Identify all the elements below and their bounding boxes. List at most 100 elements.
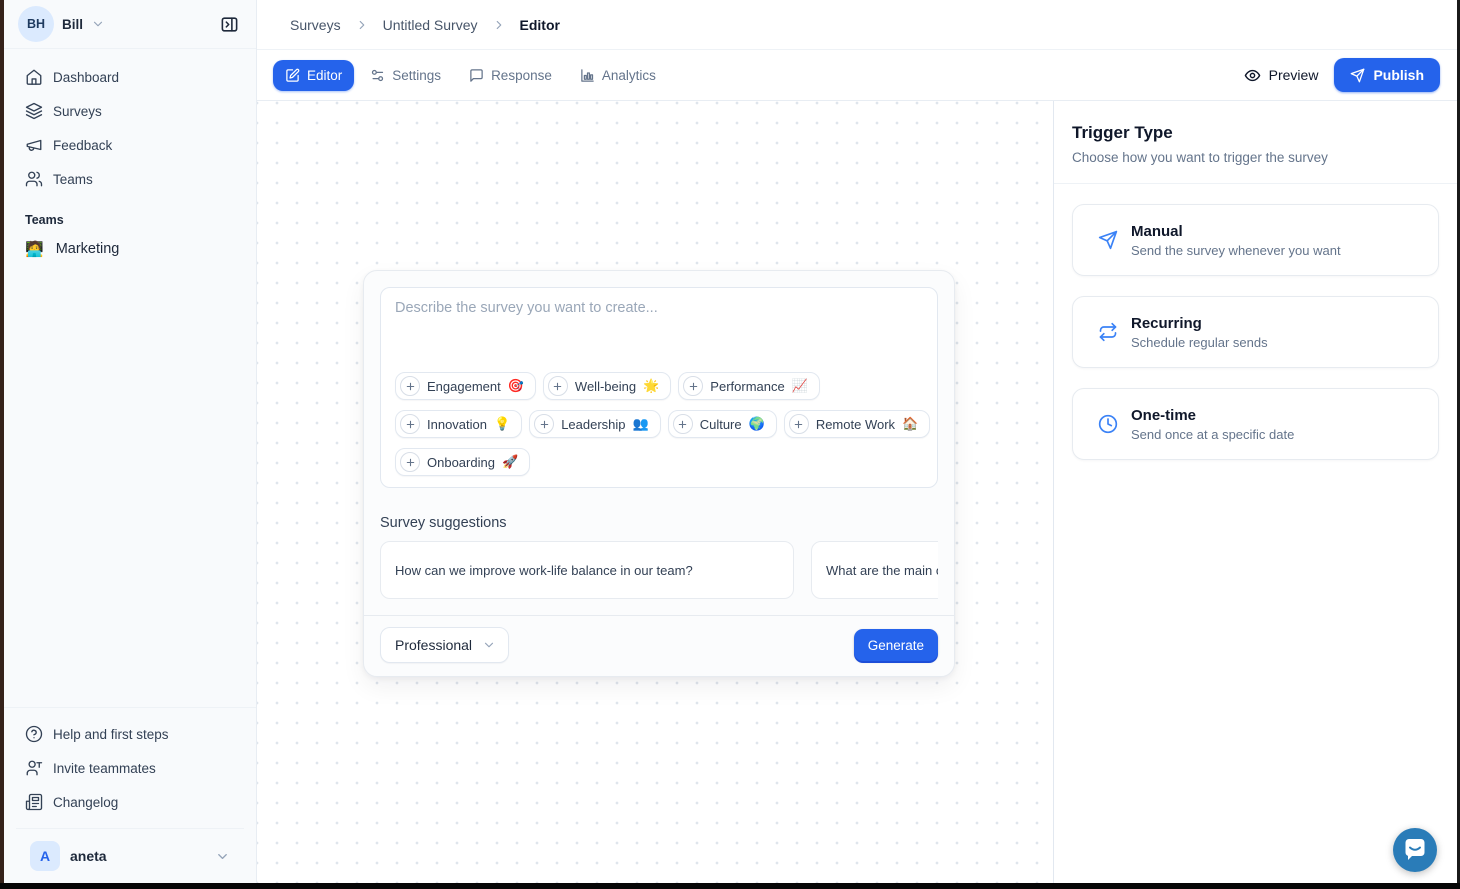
workspace-name: Bill [62,16,84,32]
publish-button[interactable]: Publish [1334,58,1440,92]
chip-label: Leadership [561,416,626,432]
sidebar-item-dashboard[interactable]: Dashboard [16,61,244,93]
bar-chart-icon [580,68,595,83]
tab-response[interactable]: Response [457,60,564,91]
tab-label: Editor [307,67,343,83]
teams-section-label: Teams [25,213,64,227]
panel-toggle-icon [220,15,239,34]
publish-label: Publish [1373,67,1424,83]
topic-chip-performance[interactable]: Performance 📈 [678,372,820,400]
clock-icon [1098,414,1118,434]
editor-canvas[interactable]: Engagement 🎯 Well-being 🌟 [257,101,1054,883]
suggestion-card[interactable]: What are the main ob [811,541,938,599]
user-menu[interactable]: A aneta [16,828,244,883]
chart-emoji-icon: 📈 [791,378,808,393]
topic-chip-culture[interactable]: Culture 🌍 [667,410,777,438]
sidebar-item-label: Dashboard [53,69,120,85]
plus-icon [400,452,420,472]
sidebar-item-teams[interactable]: Teams [16,163,244,195]
home-icon [25,68,43,86]
generate-button[interactable]: Generate [853,629,938,661]
trigger-option-one-time[interactable]: One-time Send once at a specific date [1072,388,1439,460]
repeat-icon [1098,322,1118,342]
sidebar-item-invite[interactable]: Invite teammates [16,752,244,784]
panel-title: Trigger Type [1072,123,1173,142]
preview-label: Preview [1268,67,1319,83]
preview-button[interactable]: Preview [1232,59,1331,92]
topic-chip-innovation[interactable]: Innovation 💡 [395,410,523,438]
plus-icon [788,414,809,434]
chip-label: Culture [699,416,742,432]
breadcrumb-survey-name[interactable]: Untitled Survey [382,16,478,33]
composer-footer: Professional Generate [364,615,954,676]
newspaper-icon [25,793,43,811]
survey-composer-card: Engagement 🎯 Well-being 🌟 [363,270,955,677]
trigger-option-title: Manual [1131,222,1183,240]
window-edge-right [1457,0,1460,889]
tab-editor[interactable]: Editor [273,59,355,91]
topic-chips: Engagement 🎯 Well-being 🌟 [395,372,931,476]
tab-label: Response [491,67,552,83]
chevron-right-icon [492,18,506,32]
chevron-down-icon [482,638,496,652]
chip-label: Engagement [427,378,501,394]
user-plus-icon [25,759,43,777]
sliders-icon [370,68,385,83]
workspace-avatar: BH [18,6,54,42]
sidebar-item-changelog[interactable]: Changelog [16,786,244,818]
topic-chip-engagement[interactable]: Engagement 🎯 [395,372,536,400]
editor-toolbar: Editor Settings Response Analytics [257,50,1457,101]
send-icon [1098,230,1118,250]
bulb-emoji-icon: 💡 [494,416,511,431]
breadcrumb-surveys[interactable]: Surveys [290,16,341,33]
survey-description-input[interactable] [395,300,923,372]
sidebar-item-label: Invite teammates [53,760,156,776]
message-icon [469,68,484,83]
tab-analytics[interactable]: Analytics [568,60,668,91]
sidebar-item-team-marketing[interactable]: 🧑‍💻 Marketing [4,233,256,265]
topic-chip-leadership[interactable]: Leadership 👥 [529,410,661,438]
chip-label: Remote Work [815,416,896,432]
sidebar-item-help[interactable]: Help and first steps [16,718,244,750]
chat-bubble-icon [1393,828,1437,872]
plus-icon [672,414,693,434]
people-emoji-icon: 👥 [632,416,649,431]
topic-chip-well-being[interactable]: Well-being 🌟 [542,372,672,400]
trigger-option-recurring[interactable]: Recurring Schedule regular sends [1072,296,1439,368]
sidebar-nav: Dashboard Surveys Feedback Teams [4,49,256,195]
trigger-option-description: Schedule regular sends [1131,334,1268,350]
workspace-switcher[interactable]: BH Bill [4,0,256,49]
chevron-down-icon [91,17,105,31]
chip-label: Innovation [427,416,487,432]
tone-select[interactable]: Professional [380,627,510,663]
suggestions-heading: Survey suggestions [380,515,507,531]
sidebar-item-surveys[interactable]: Surveys [16,95,244,127]
layers-icon [25,102,43,120]
chat-widget-button[interactable] [1393,828,1437,872]
sidebar-collapse-button[interactable] [212,7,246,41]
chip-label: Onboarding [427,454,495,470]
users-icon [25,170,43,188]
window-edge-left [0,0,4,889]
panel-subtitle: Choose how you want to trigger the surve… [1072,150,1328,165]
sidebar: BH Bill Dashboard [4,0,257,883]
plus-icon [400,414,420,434]
sidebar-item-feedback[interactable]: Feedback [16,129,244,161]
plus-icon [400,376,420,396]
trigger-type-panel: Trigger Type Choose how you want to trig… [1054,101,1457,883]
suggestion-card[interactable]: How can we improve work-life balance in … [380,541,794,599]
user-avatar: A [30,841,60,871]
app-window: BH Bill Dashboard [4,0,1457,883]
topic-chip-onboarding[interactable]: Onboarding 🚀 [395,448,531,476]
breadcrumb-current-page: Editor [519,16,560,33]
survey-prompt-box: Engagement 🎯 Well-being 🌟 [380,287,938,488]
trigger-option-manual[interactable]: Manual Send the survey whenever you want [1072,204,1439,276]
chip-label: Well-being [574,378,637,394]
dart-emoji-icon: 🎯 [507,378,524,393]
star-emoji-icon: 🌟 [643,378,660,393]
trigger-option-description: Send the survey whenever you want [1131,242,1341,258]
topic-chip-remote-work[interactable]: Remote Work 🏠 [783,410,931,438]
tab-settings[interactable]: Settings [358,60,453,91]
sidebar-item-label: Changelog [53,794,119,810]
help-circle-icon [25,725,43,743]
